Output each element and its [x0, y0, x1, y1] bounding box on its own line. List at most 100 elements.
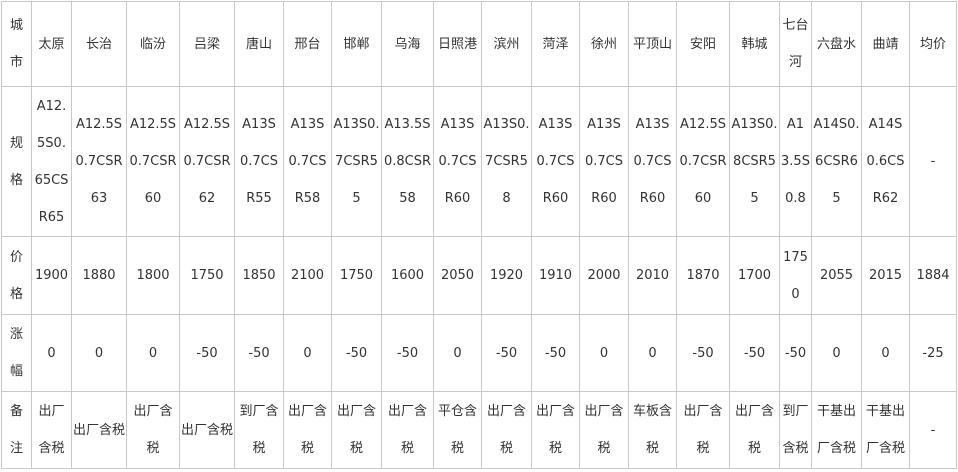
spec-cell: A13.5S0.8: [779, 86, 812, 237]
city-cell: 徐州: [579, 1, 629, 87]
change-cell: 0: [811, 314, 862, 392]
price-cell: 1910: [531, 236, 580, 315]
city-cell: 唐山: [234, 1, 284, 87]
spec-cell: A12.5S0.65CSR65: [31, 86, 72, 237]
spec-cell: A13S0.7CSR60: [433, 86, 482, 237]
price-cell: 2050: [433, 236, 482, 315]
change-cell: -50: [779, 314, 812, 392]
note-cell: 出厂含税: [126, 391, 180, 469]
price-cell: 1880: [71, 236, 127, 315]
price-cell: 2015: [861, 236, 910, 315]
change-cell: 0: [31, 314, 72, 392]
city-cell: 六盘水: [811, 1, 862, 87]
change-cell: -50: [676, 314, 730, 392]
city-cell: 滨州: [481, 1, 532, 87]
note-cell: 出厂含税: [381, 391, 434, 469]
city-cell: 安阳: [676, 1, 730, 87]
spec-cell: A14S0.6CSR65: [811, 86, 862, 237]
price-cell: 1700: [729, 236, 780, 315]
spec-cell: A13S0.8CSR55: [729, 86, 780, 237]
table-row: 规格 A12.5S0.65CSR65 A12.5S0.7CSR63 A12.5S0.7…: [1, 86, 957, 237]
spec-cell: A12.5S0.7CSR60: [126, 86, 180, 237]
price-cell: 1600: [381, 236, 434, 315]
spec-cell: A12.5S0.7CSR63: [71, 86, 127, 237]
price-cell: 1870: [676, 236, 730, 315]
change-cell: -50: [729, 314, 780, 392]
spec-cell: A13S0.7CSR58: [481, 86, 532, 237]
price-cell: 1884: [909, 236, 957, 315]
change-cell: 0: [628, 314, 677, 392]
city-cell: 邢台: [283, 1, 332, 87]
note-cell: 出厂含税: [481, 391, 532, 469]
change-cell: 0: [579, 314, 629, 392]
price-cell: 1750: [331, 236, 382, 315]
row-header: 备注: [1, 391, 32, 469]
price-cell: 2000: [579, 236, 629, 315]
city-cell: 均价: [909, 1, 957, 87]
table-row: 备注 出厂含税 出厂含税 出厂含税 出厂含税 到厂含税 出厂含税 出厂含税 出厂含税 平仓含税 出厂…: [1, 391, 957, 469]
note-cell: 干基出厂含税: [811, 391, 862, 469]
change-cell: 0: [283, 314, 332, 392]
note-cell: 出厂含税: [179, 391, 235, 469]
price-cell: 1900: [31, 236, 72, 315]
note-cell: 出厂含税: [729, 391, 780, 469]
note-cell: 到厂含税: [779, 391, 812, 469]
city-cell: 长治: [71, 1, 127, 87]
change-cell: -50: [381, 314, 434, 392]
change-cell: 0: [71, 314, 127, 392]
note-cell: 出厂含税: [283, 391, 332, 469]
change-cell: -50: [179, 314, 235, 392]
table-row: 涨幅 0 0 0 -50 -50 0 -50 -50 0 -50 -50 0 0 -50 -50 -50 0 0 -2…: [1, 314, 957, 392]
note-cell: 出厂含税: [579, 391, 629, 469]
price-cell: 1800: [126, 236, 180, 315]
note-cell: 车板含税: [628, 391, 677, 469]
change-cell: 0: [126, 314, 180, 392]
city-cell: 乌海: [381, 1, 434, 87]
table-row: 城市 太原 长治 临汾 吕梁 唐山 邢台 邯郸 乌海 日照港 滨州 菏泽 徐州 平顶山 安阳 韩城 七台河 六盘水…: [1, 1, 957, 87]
price-cell: 2010: [628, 236, 677, 315]
note-cell: 出厂含税: [71, 391, 127, 469]
note-cell: 出厂含税: [676, 391, 730, 469]
city-cell: 邯郸: [331, 1, 382, 87]
price-cell: 2100: [283, 236, 332, 315]
note-cell: 出厂含税: [331, 391, 382, 469]
price-cell: 1750: [779, 236, 812, 315]
price-cell: 2055: [811, 236, 862, 315]
city-cell: 韩城: [729, 1, 780, 87]
price-cell: 1750: [179, 236, 235, 315]
city-cell: 太原: [31, 1, 72, 87]
spec-cell: A12.5S0.7CSR62: [179, 86, 235, 237]
city-cell: 七台河: [779, 1, 812, 87]
spec-cell: A13S0.7CSR55: [234, 86, 284, 237]
note-cell: -: [909, 391, 957, 469]
note-cell: 平仓含税: [433, 391, 482, 469]
row-header: 涨幅: [1, 314, 32, 392]
change-cell: -50: [234, 314, 284, 392]
spec-cell: A13S0.7CSR55: [331, 86, 382, 237]
change-cell: -25: [909, 314, 957, 392]
table-row: 价格 1900 1880 1800 1750 1850 2100 1750 1600 2050 19…: [1, 236, 957, 315]
spec-cell: A13S0.7CSR60: [628, 86, 677, 237]
city-cell: 吕梁: [179, 1, 235, 87]
row-header: 价格: [1, 236, 32, 315]
spec-cell: A14S0.6CSR62: [861, 86, 910, 237]
spec-cell: A12.5S0.7CSR60: [676, 86, 730, 237]
row-header: 规格: [1, 86, 32, 237]
row-header: 城市: [1, 1, 32, 87]
city-cell: 平顶山: [628, 1, 677, 87]
price-cell: 1850: [234, 236, 284, 315]
change-cell: -50: [531, 314, 580, 392]
spec-cell: -: [909, 86, 957, 237]
city-cell: 曲靖: [861, 1, 910, 87]
change-cell: 0: [433, 314, 482, 392]
city-cell: 日照港: [433, 1, 482, 87]
spec-cell: A13.5S0.8CSR58: [381, 86, 434, 237]
change-cell: 0: [861, 314, 910, 392]
note-cell: 到厂含税: [234, 391, 284, 469]
note-cell: 出厂含税: [531, 391, 580, 469]
note-cell: 出厂含税: [31, 391, 72, 469]
city-cell: 菏泽: [531, 1, 580, 87]
change-cell: -50: [331, 314, 382, 392]
